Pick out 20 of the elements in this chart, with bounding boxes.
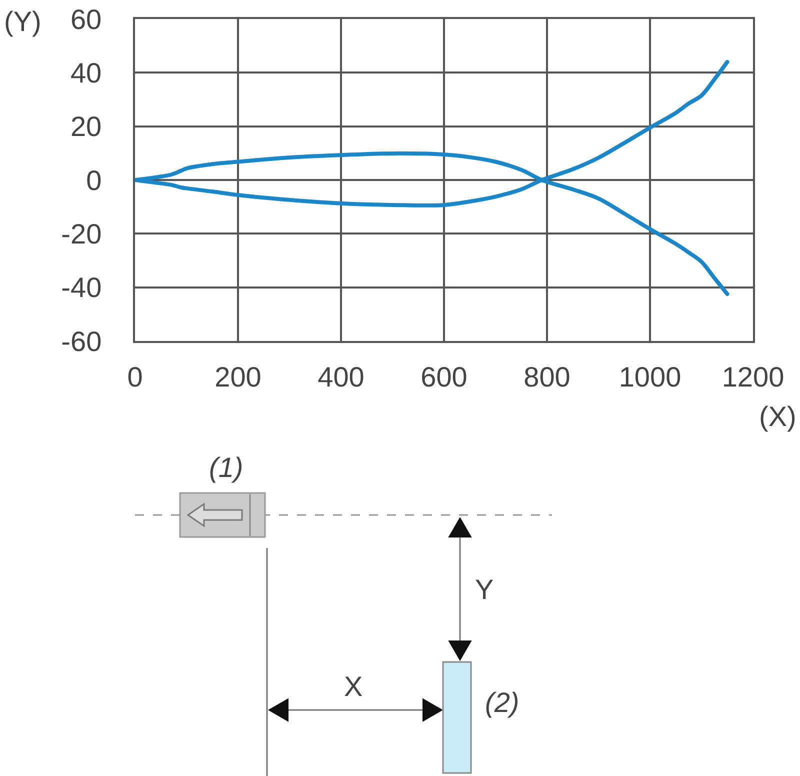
text: Y bbox=[475, 574, 494, 605]
x-tick-label: 1000 bbox=[618, 361, 682, 392]
x-tick-label: 600 bbox=[420, 361, 468, 392]
x-axis-title: (X) bbox=[759, 401, 796, 432]
x-tick-label: 200 bbox=[214, 361, 262, 392]
y-tick-label: 60 bbox=[70, 4, 102, 35]
x-tick-label: 0 bbox=[127, 361, 143, 392]
x-tick-label: 1200 bbox=[722, 361, 784, 392]
text: (2) bbox=[485, 687, 520, 718]
text: (1) bbox=[209, 452, 244, 483]
text: X bbox=[344, 671, 363, 702]
y-tick-label: -60 bbox=[61, 326, 102, 357]
x-tick-label: 800 bbox=[524, 361, 570, 392]
y-tick-label: -20 bbox=[61, 218, 102, 250]
y-tick-label: 0 bbox=[86, 164, 102, 196]
y-tick-label: 40 bbox=[70, 57, 102, 88]
y-axis-title: (Y) bbox=[4, 6, 42, 37]
y-tick-label: 20 bbox=[70, 111, 102, 142]
x-tick-label: 400 bbox=[318, 361, 364, 392]
y-tick-label: -40 bbox=[61, 272, 102, 304]
